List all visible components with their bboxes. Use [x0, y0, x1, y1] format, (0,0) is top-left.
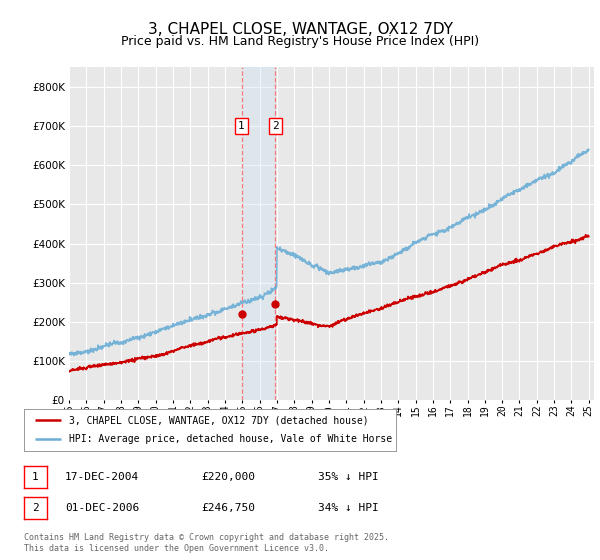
Text: 1: 1: [238, 121, 245, 131]
Text: 17-DEC-2004: 17-DEC-2004: [65, 472, 139, 482]
Text: Contains HM Land Registry data © Crown copyright and database right 2025.
This d: Contains HM Land Registry data © Crown c…: [24, 534, 389, 553]
Bar: [242, 67, 275, 400]
Text: HPI: Average price, detached house, Vale of White Horse: HPI: Average price, detached house, Vale…: [68, 435, 392, 445]
Text: 3, CHAPEL CLOSE, WANTAGE, OX12 7DY (detached house): 3, CHAPEL CLOSE, WANTAGE, OX12 7DY (deta…: [68, 415, 368, 425]
Text: £246,750: £246,750: [201, 503, 255, 513]
Text: 2: 2: [32, 503, 39, 513]
Text: 01-DEC-2006: 01-DEC-2006: [65, 503, 139, 513]
Text: 1: 1: [32, 472, 39, 482]
Text: £220,000: £220,000: [201, 472, 255, 482]
Text: Price paid vs. HM Land Registry's House Price Index (HPI): Price paid vs. HM Land Registry's House …: [121, 35, 479, 48]
Text: 34% ↓ HPI: 34% ↓ HPI: [318, 503, 379, 513]
Text: 35% ↓ HPI: 35% ↓ HPI: [318, 472, 379, 482]
Text: 3, CHAPEL CLOSE, WANTAGE, OX12 7DY: 3, CHAPEL CLOSE, WANTAGE, OX12 7DY: [148, 22, 452, 38]
Text: 2: 2: [272, 121, 279, 131]
